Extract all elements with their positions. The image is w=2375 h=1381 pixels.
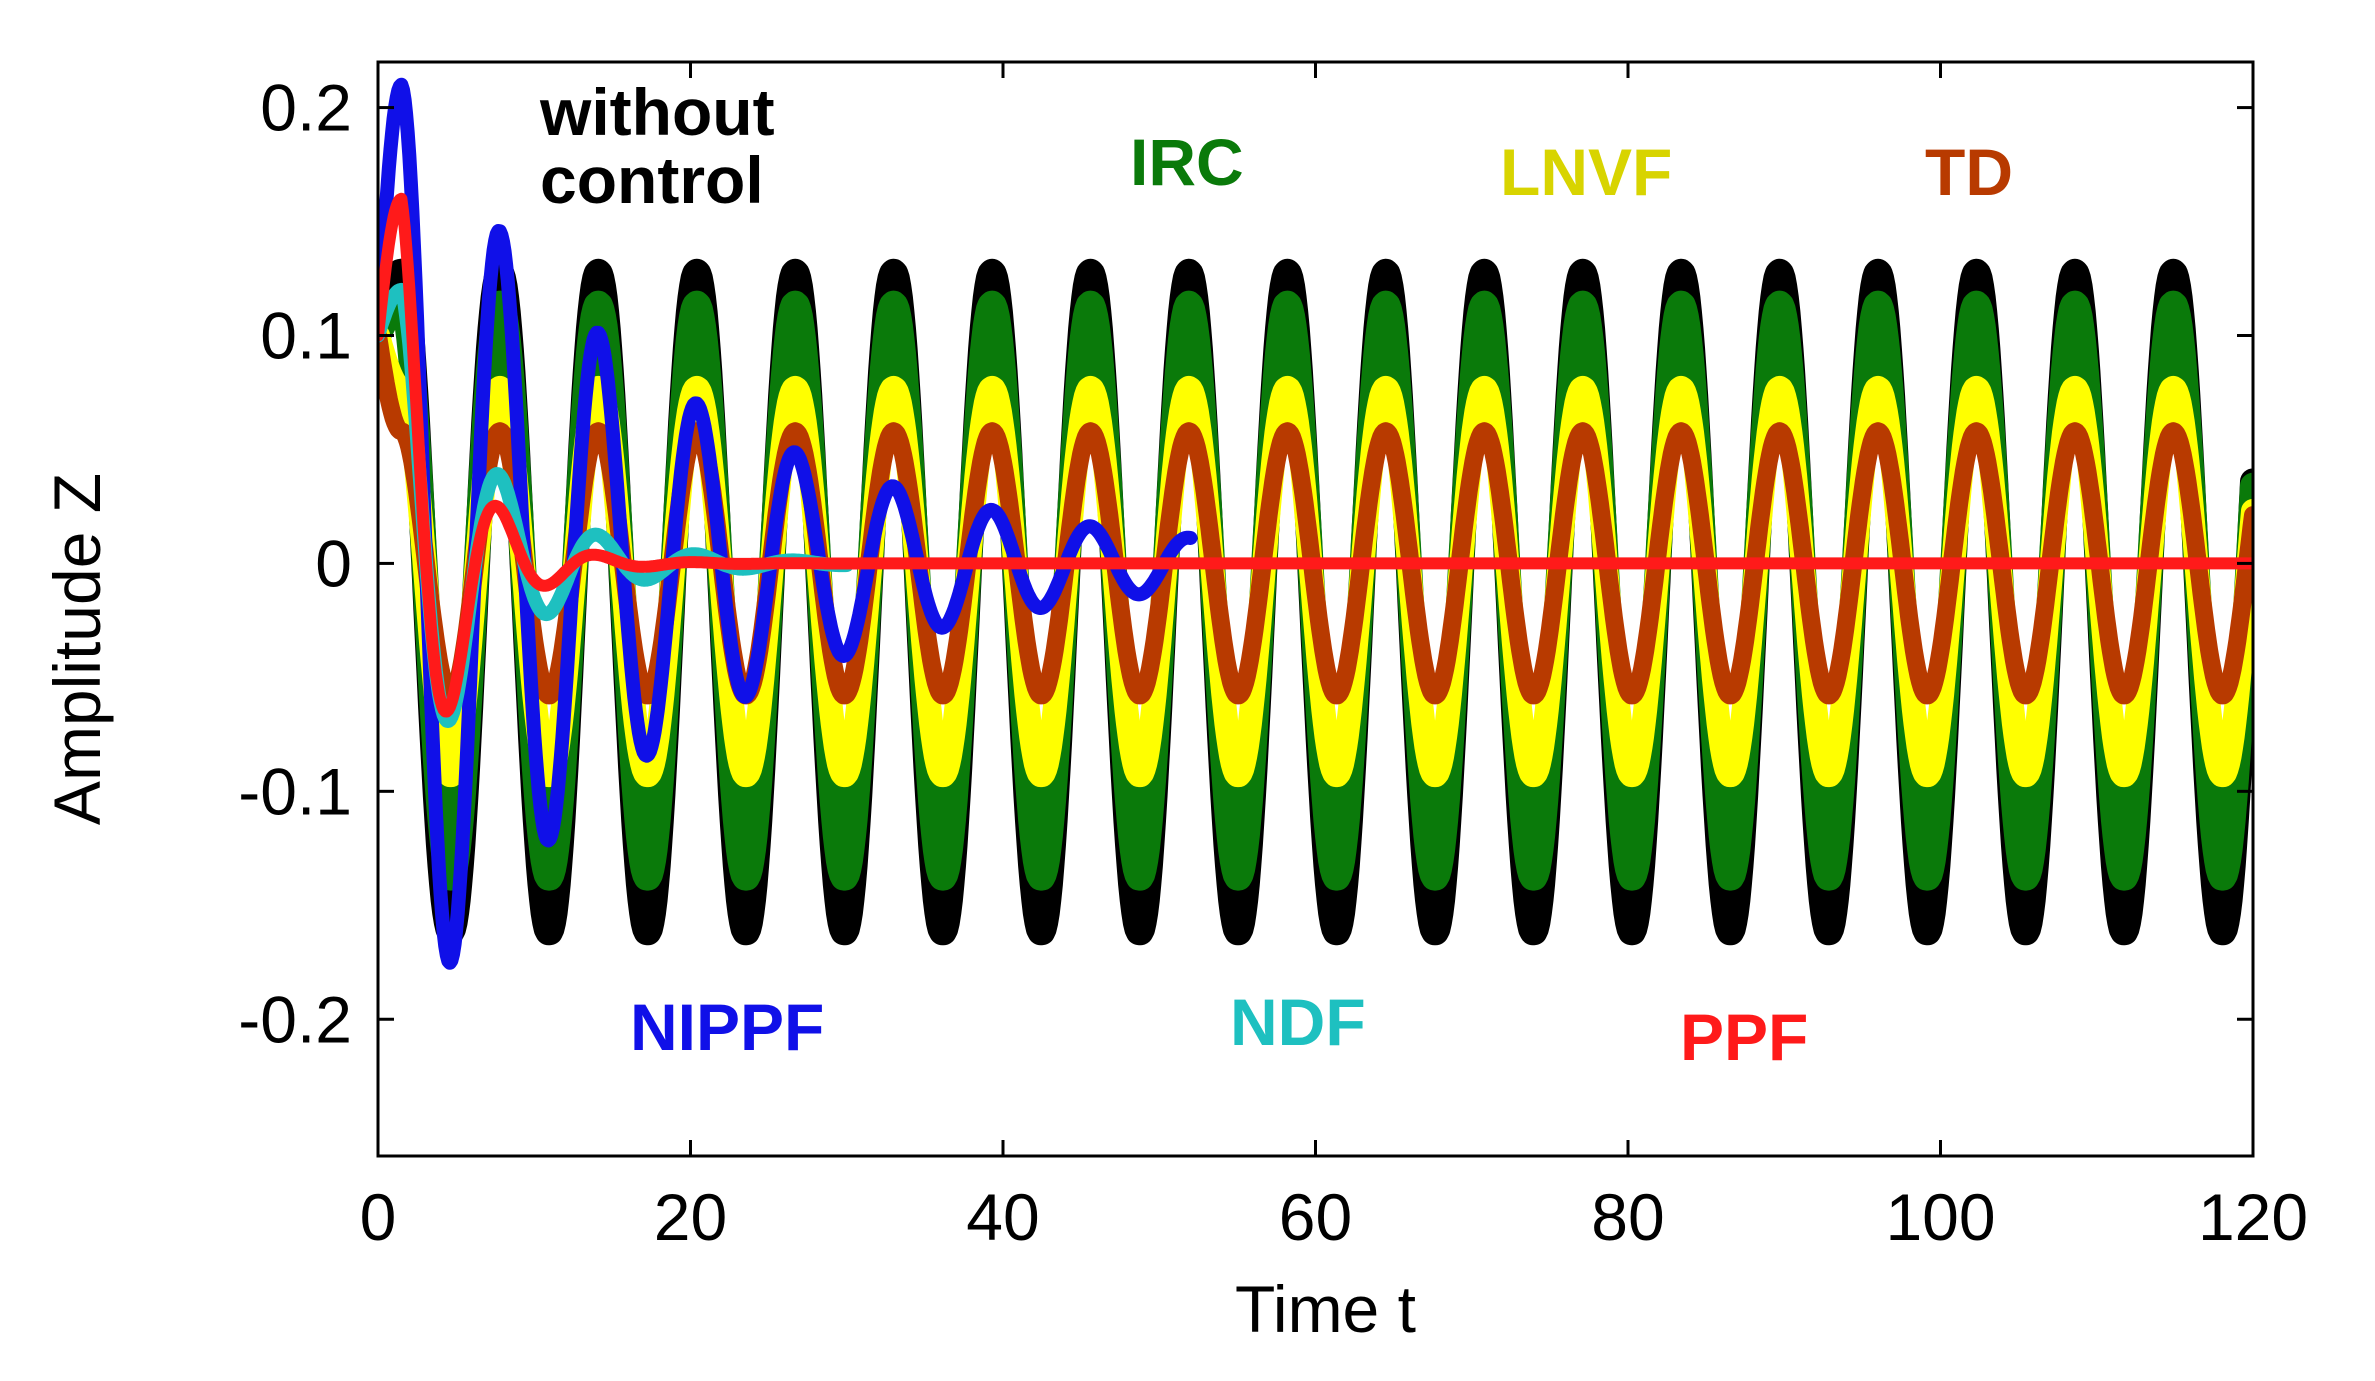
x-tick-label: 60 — [1279, 1180, 1352, 1254]
series-layer — [378, 77, 2253, 970]
y-axis-title: Amplitude Z — [40, 473, 114, 825]
series-label-ndf: NDF — [1230, 985, 1366, 1059]
series-label-line: NIPPF — [630, 990, 824, 1064]
y-tick-label: -0.2 — [238, 982, 352, 1056]
y-tick-label: 0.2 — [260, 71, 352, 145]
series-label-td: TD — [1925, 135, 2013, 209]
series-label-nippf: NIPPF — [630, 990, 824, 1064]
y-tick-label: 0 — [315, 526, 352, 600]
series-label-without-control: without control — [539, 75, 775, 217]
x-tick-label: 20 — [654, 1180, 727, 1254]
series-label-lnvf: LNVF — [1500, 135, 1672, 209]
x-axis-title: Time t — [1235, 1272, 1416, 1346]
label-layer: without control IRC LNVF TD NIPPF NDF PPF — [539, 75, 2013, 1074]
series-label-irc: IRC — [1130, 125, 1244, 199]
x-tick-label: 100 — [1885, 1180, 1995, 1254]
series-label-line: TD — [1925, 135, 2013, 209]
series-label-ppf: PPF — [1680, 1000, 1808, 1074]
series-label-line: NDF — [1230, 985, 1366, 1059]
series-label-line: PPF — [1680, 1000, 1808, 1074]
y-tick-label: -0.1 — [238, 754, 352, 828]
series-label-line: LNVF — [1500, 135, 1672, 209]
series-label-line: without — [539, 75, 775, 149]
series-line-nippf — [378, 77, 1198, 970]
x-tick-label: 80 — [1591, 1180, 1664, 1254]
y-tick-label: 0.1 — [260, 299, 352, 373]
tick-layer: 0 20 40 60 80 100 120 -0.2 -0.1 0 0.1 0.2 — [238, 62, 2308, 1254]
series-label-line: IRC — [1130, 125, 1244, 199]
x-tick-label: 0 — [360, 1180, 397, 1254]
x-tick-label: 120 — [2198, 1180, 2308, 1254]
x-tick-label: 40 — [966, 1180, 1039, 1254]
series-line-ppf — [378, 192, 2253, 718]
series-label-line: control — [540, 143, 764, 217]
